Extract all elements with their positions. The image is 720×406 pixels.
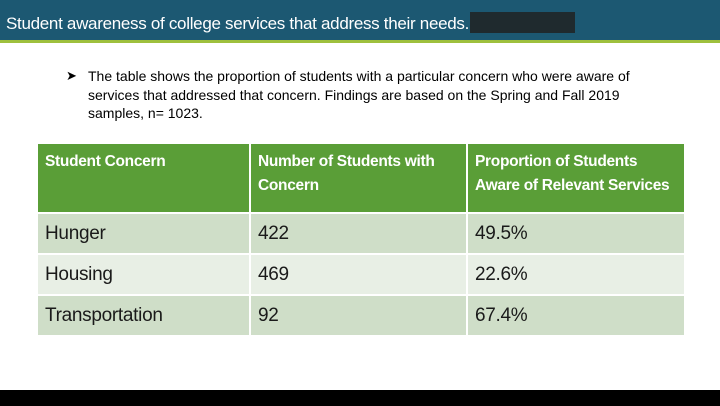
cell-proportion: 22.6% [466,253,686,296]
column-header-proportion: Proportion of Students Aware of Relevant… [466,142,686,214]
arrow-bullet-icon: ➤ [66,68,77,83]
table-row: Housing 469 22.6% [36,253,686,296]
cell-proportion: 49.5% [466,212,686,255]
bottom-bar [0,390,720,406]
cell-concern: Housing [36,253,251,296]
header-accent-rule [0,40,720,43]
table-row: Hunger 422 49.5% [36,212,686,255]
cell-count: 422 [249,212,468,255]
intro-text: The table shows the proportion of studen… [88,68,630,121]
cell-concern: Hunger [36,212,251,255]
cell-proportion: 67.4% [466,294,686,337]
redaction-box [470,12,575,33]
title-bar: Student awareness of college services th… [0,0,720,40]
column-header-count: Number of Students with Concern [249,142,468,214]
cell-concern: Transportation [36,294,251,337]
awareness-table: Student Concern Number of Students with … [36,142,686,337]
cell-count: 92 [249,294,468,337]
table-header-row: Student Concern Number of Students with … [36,142,686,214]
table-row: Transportation 92 67.4% [36,294,686,337]
intro-bullet: ➤ The table shows the proportion of stud… [66,67,666,123]
page-title: Student awareness of college services th… [6,14,470,33]
cell-count: 469 [249,253,468,296]
column-header-concern: Student Concern [36,142,251,214]
